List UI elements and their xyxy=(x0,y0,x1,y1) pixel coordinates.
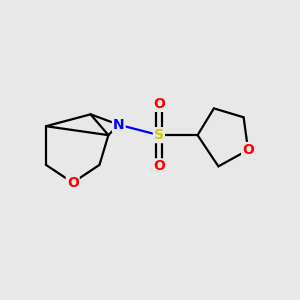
Text: N: N xyxy=(113,118,124,132)
Text: O: O xyxy=(153,159,165,173)
Text: S: S xyxy=(154,128,164,142)
Text: O: O xyxy=(153,97,165,111)
Text: O: O xyxy=(242,143,254,157)
Text: O: O xyxy=(67,176,79,190)
